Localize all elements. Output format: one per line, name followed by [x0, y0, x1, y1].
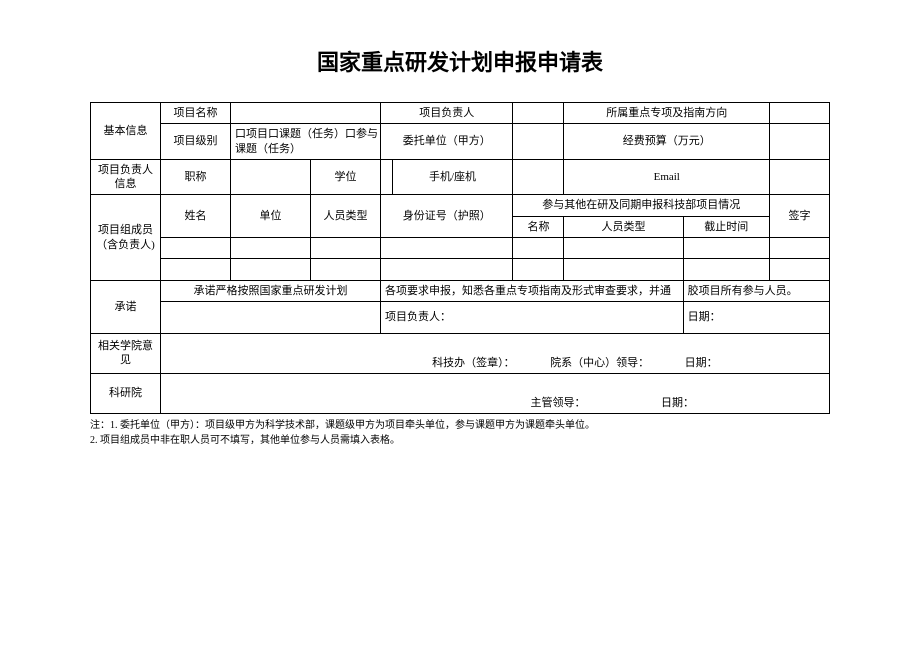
entrust-label: 委托单位（甲方）: [381, 124, 513, 160]
member-unit-label: 单位: [231, 195, 311, 238]
project-name-value: [231, 103, 381, 124]
position-value: [231, 159, 311, 195]
commitment-text1: 承诺严格按照国家重点研发计划: [161, 280, 381, 301]
table-cell: [564, 238, 683, 259]
table-cell: [161, 259, 231, 280]
commitment-leader-sign: 项目负责人：: [381, 301, 684, 333]
table-cell: [231, 259, 311, 280]
page-title: 国家重点研发计划申报申请表: [90, 45, 830, 77]
other-name-label: 名称: [513, 216, 564, 237]
table-cell: [161, 238, 231, 259]
commitment-date: 日期：: [683, 301, 829, 333]
table-cell: [683, 238, 769, 259]
member-name-label: 姓名: [161, 195, 231, 238]
research-leader-label: 主管领导：: [531, 397, 586, 409]
table-cell: [381, 259, 513, 280]
phone-value: [513, 159, 564, 195]
phone-label: 手机/座机: [392, 159, 513, 195]
college-sign-line: 科技办（签章）： 院系（中心）领导： 日期：: [161, 333, 830, 373]
college-dean-label: 院系（中心）领导：: [550, 357, 649, 369]
degree-value: [381, 159, 393, 195]
project-leader-label: 项目负责人: [381, 103, 513, 124]
member-id-label: 身份证号（护照）: [381, 195, 513, 238]
section-college-label: 相关学院意见: [91, 333, 161, 373]
other-type-label: 人员类型: [564, 216, 683, 237]
research-date-label: 日期：: [661, 397, 694, 409]
project-name-label: 项目名称: [161, 103, 231, 124]
section-leader-label: 项目负责人信息: [91, 159, 161, 195]
section-research-label: 科研院: [91, 373, 161, 413]
note-1: 注：1. 委托单位（甲方）：项目级甲方为科学技术部，课题级甲方为项目牵头单位，参…: [90, 418, 830, 433]
commitment-text3: 胶项目所有参与人员。: [683, 280, 829, 301]
table-cell: [770, 259, 830, 280]
section-commitment-label: 承诺: [91, 280, 161, 333]
commitment-text2: 各项要求申报，知悉各重点专项指南及形式审查要求，并通: [381, 280, 684, 301]
notes-section: 注：1. 委托单位（甲方）：项目级甲方为科学技术部，课题级甲方为项目牵头单位，参…: [90, 418, 830, 448]
table-cell: [564, 259, 683, 280]
other-deadline-label: 截止时间: [683, 216, 769, 237]
table-cell: [513, 259, 564, 280]
position-label: 职称: [161, 159, 231, 195]
member-type-label: 人员类型: [311, 195, 381, 238]
table-cell: [161, 301, 381, 333]
research-sign-line: 主管领导： 日期：: [161, 373, 830, 413]
degree-label: 学位: [311, 159, 381, 195]
direction-label: 所属重点专项及指南方向: [564, 103, 770, 124]
note-2: 2. 项目组成员中非在职人员可不填写，其他单位参与人员需填入表格。: [90, 433, 830, 448]
project-level-options: 口项目口课题（任务）口参与课题（任务）: [231, 124, 381, 160]
application-form: 基本信息 项目名称 项目负责人 所属重点专项及指南方向 项目级别 口项目口课题（…: [90, 102, 830, 414]
table-cell: [231, 238, 311, 259]
email-label: Email: [564, 159, 770, 195]
budget-value: [770, 124, 830, 160]
other-projects-label: 参与其他在研及同期申报科技部项目情况: [513, 195, 770, 216]
table-cell: [683, 259, 769, 280]
section-basic-label: 基本信息: [91, 103, 161, 160]
project-level-label: 项目级别: [161, 124, 231, 160]
table-cell: [770, 238, 830, 259]
table-cell: [311, 259, 381, 280]
budget-label: 经费预算（万元）: [564, 124, 770, 160]
direction-value: [770, 103, 830, 124]
entrust-value: [513, 124, 564, 160]
table-cell: [513, 238, 564, 259]
project-leader-value: [513, 103, 564, 124]
college-date-label: 日期：: [685, 357, 718, 369]
table-cell: [311, 238, 381, 259]
section-members-label: 项目组成员（含负责人): [91, 195, 161, 280]
table-cell: [381, 238, 513, 259]
sign-label: 签字: [770, 195, 830, 238]
email-value: [770, 159, 830, 195]
college-office-label: 科技办（签章）：: [432, 357, 515, 369]
